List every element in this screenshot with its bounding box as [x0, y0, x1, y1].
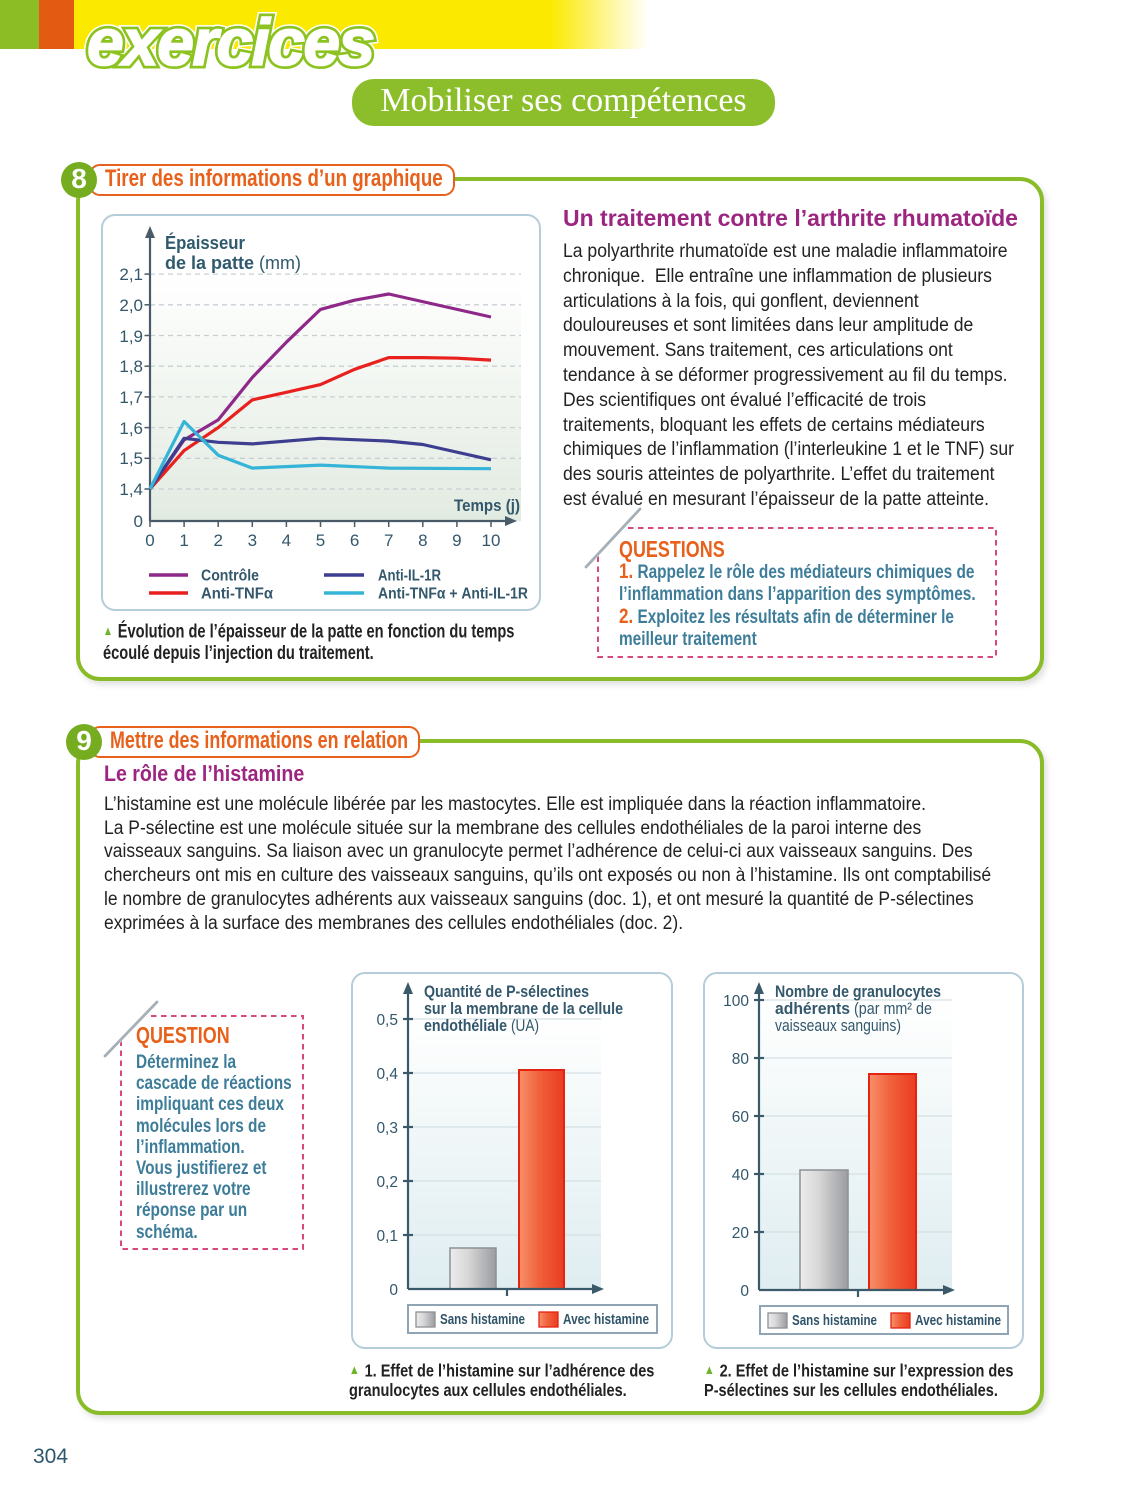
svg-text:0: 0 — [134, 512, 143, 531]
svg-text:Épaisseur: Épaisseur — [165, 232, 245, 253]
svg-text:100: 100 — [723, 993, 749, 1010]
svg-text:2: 2 — [213, 531, 222, 550]
svg-text:Anti-TNFα: Anti-TNFα — [201, 586, 273, 603]
svg-text:80: 80 — [732, 1051, 750, 1068]
svg-text:Quantité de P-sélectines: Quantité de P-sélectines — [424, 983, 589, 1001]
svg-text:2,0: 2,0 — [119, 296, 143, 315]
svg-text:9: 9 — [452, 531, 461, 550]
svg-text:adhérents: adhérents — [775, 1000, 850, 1018]
svg-text:Temps (j): Temps (j) — [454, 496, 520, 515]
svg-text:sur la membrane de la cellule: sur la membrane de la cellule — [424, 1000, 623, 1018]
svg-text:0: 0 — [145, 531, 154, 550]
svg-text:3: 3 — [248, 531, 257, 550]
svg-text:(UA): (UA) — [511, 1017, 539, 1035]
svg-text:Anti-IL-1R: Anti-IL-1R — [378, 568, 441, 585]
svg-text:1: 1 — [179, 531, 188, 550]
svg-text:5: 5 — [316, 531, 325, 550]
svg-text:1,5: 1,5 — [119, 449, 143, 468]
svg-text:0: 0 — [389, 1282, 398, 1299]
svg-text:0,4: 0,4 — [376, 1066, 398, 1083]
svg-text:10: 10 — [482, 531, 501, 550]
svg-text:0,2: 0,2 — [376, 1174, 398, 1191]
svg-text:1,8: 1,8 — [119, 357, 143, 376]
svg-text:Contrôle: Contrôle — [201, 568, 259, 585]
svg-text:6: 6 — [350, 531, 359, 550]
svg-text:1,9: 1,9 — [119, 327, 143, 346]
svg-text:Nombre de granulocytes: Nombre de granulocytes — [775, 983, 941, 1001]
svg-text:0,5: 0,5 — [376, 1012, 398, 1029]
svg-text:Sans histamine: Sans histamine — [792, 1313, 877, 1329]
svg-text:(par mm² de: (par mm² de — [854, 1000, 932, 1018]
svg-text:1,7: 1,7 — [119, 388, 143, 407]
svg-text:40: 40 — [732, 1167, 750, 1184]
svg-text:Sans histamine: Sans histamine — [440, 1312, 525, 1328]
svg-text:endothéliale: endothéliale — [424, 1017, 507, 1035]
svg-text:1,4: 1,4 — [119, 480, 143, 499]
svg-text:20: 20 — [732, 1225, 750, 1242]
svg-text:Avec histamine: Avec histamine — [915, 1313, 1001, 1329]
svg-text:2,1: 2,1 — [119, 265, 143, 284]
svg-text:7: 7 — [384, 531, 393, 550]
svg-text:1,6: 1,6 — [119, 419, 143, 438]
svg-text:8: 8 — [418, 531, 427, 550]
svg-text:0,1: 0,1 — [376, 1228, 398, 1245]
svg-text:vaisseaux sanguins): vaisseaux sanguins) — [775, 1017, 901, 1035]
svg-text:Anti-TNFα + Anti-IL-1R: Anti-TNFα + Anti-IL-1R — [378, 586, 528, 603]
svg-text:60: 60 — [732, 1109, 750, 1126]
svg-text:0: 0 — [740, 1283, 749, 1300]
svg-text:4: 4 — [282, 531, 291, 550]
svg-text:de la patte (mm): de la patte (mm) — [165, 253, 301, 273]
svg-text:Avec histamine: Avec histamine — [563, 1312, 649, 1328]
svg-text:0,3: 0,3 — [376, 1120, 398, 1137]
